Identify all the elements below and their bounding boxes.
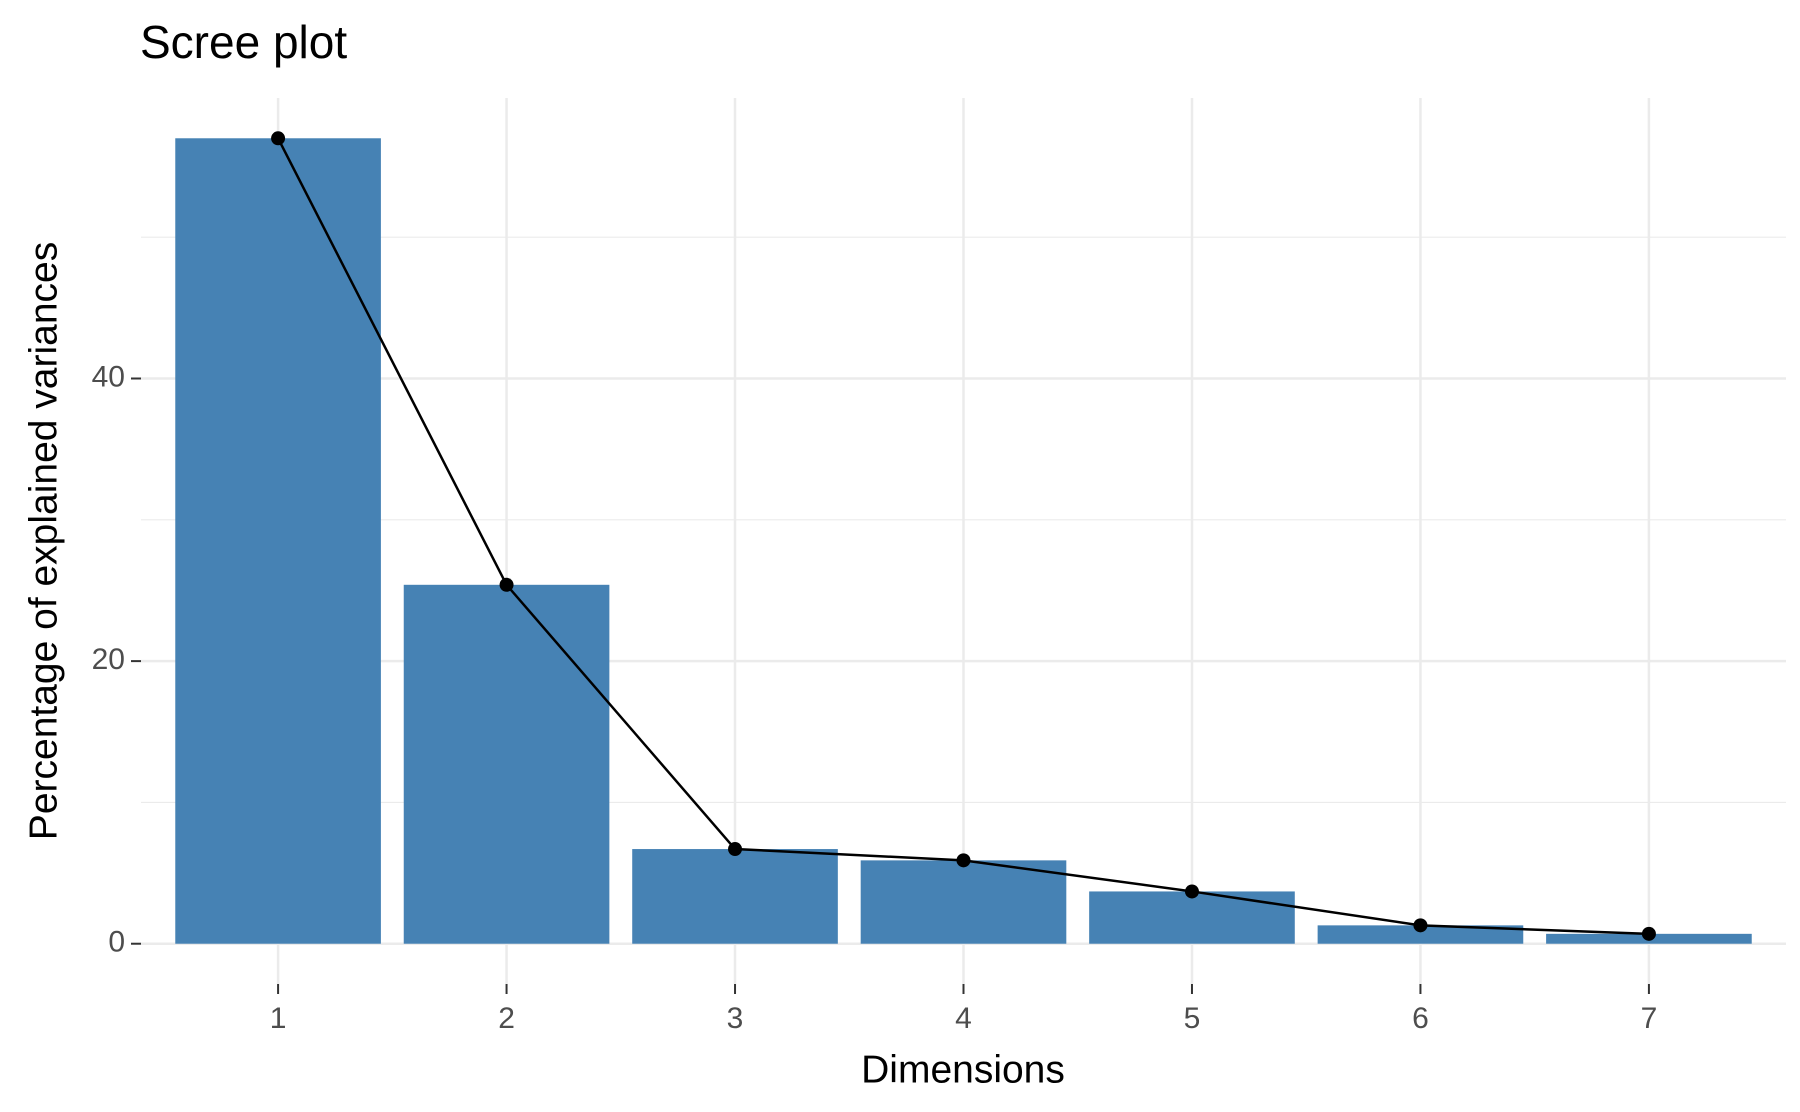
chart-title: Scree plot — [140, 16, 347, 68]
x-tick-label: 6 — [1412, 1002, 1429, 1035]
point — [1413, 918, 1428, 933]
x-axis-title: Dimensions — [861, 1048, 1065, 1091]
x-tick-label: 1 — [270, 1002, 287, 1035]
bar — [1317, 925, 1524, 944]
x-tick-label: 7 — [1641, 1002, 1658, 1035]
y-tick-label: 20 — [92, 643, 125, 676]
bar — [403, 584, 610, 944]
point — [271, 131, 286, 146]
x-tick-label: 5 — [1184, 1002, 1201, 1035]
y-axis-title: Percentage of explained variances — [22, 242, 65, 840]
bar — [1089, 891, 1295, 944]
x-tick-label: 2 — [498, 1002, 515, 1035]
point — [499, 577, 514, 592]
y-tick-label: 40 — [92, 360, 125, 393]
x-tick-label: 4 — [955, 1002, 972, 1035]
bar — [860, 860, 1067, 944]
point — [728, 842, 743, 857]
point — [1641, 926, 1656, 941]
y-tick-label: 0 — [108, 926, 125, 959]
point — [1184, 884, 1199, 899]
bar — [175, 138, 381, 944]
point — [956, 853, 971, 868]
bar — [632, 849, 838, 944]
x-tick-label: 3 — [727, 1002, 744, 1035]
